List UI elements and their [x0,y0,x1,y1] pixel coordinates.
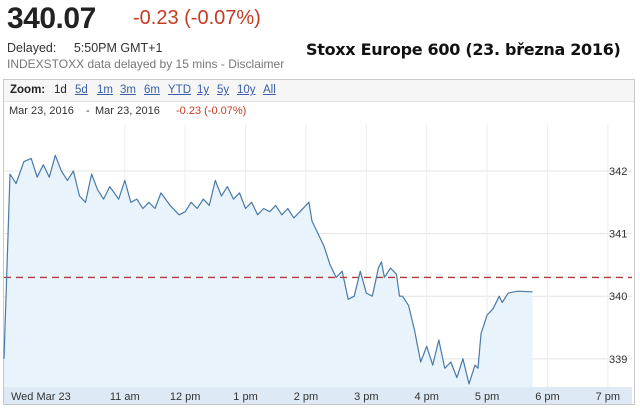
x-tick-label: 11 am [110,391,140,403]
x-tick-label: Wed Mar 23 [11,391,71,403]
y-axis-labels: 342 341 340 339 [609,166,627,366]
x-tick-label: 6 pm [535,391,559,403]
range-change: -0.23 (-0.07%) [176,105,247,117]
range-from-date[interactable]: Mar 23, 2016 [9,105,74,117]
source-note: INDEXSTOXX data delayed by 15 mins - Dis… [7,57,285,71]
chart-caption: Stoxx Europe 600 (23. března 2016) [306,40,621,59]
x-tick-label: 3 pm [354,391,378,403]
y-tick-label: 340 [609,291,627,303]
delayed-label: Delayed: [7,41,57,55]
delayed-time: 5:50PM GMT+1 [73,41,163,55]
range-to-date[interactable]: Mar 23, 2016 [95,105,160,117]
x-tick-label: 12 pm [170,391,201,403]
price-line [3,154,533,385]
x-tick-label: 2 pm [294,391,318,403]
zoom-option-5y[interactable]: 5y [217,84,230,96]
y-tick-label: 342 [609,166,627,178]
y-tick-label: 341 [609,229,627,241]
zoom-option-1m[interactable]: 1m [97,84,113,96]
zoom-option-3m[interactable]: 3m [120,84,136,96]
zoom-bar: Zoom: 1d 5d 1m 3m 6m YTD 1y 5y 10y All [4,80,634,102]
x-tick-label: 5 pm [475,391,499,403]
zoom-label: Zoom: [10,84,46,96]
zoom-option-6m[interactable]: 6m [144,84,160,96]
x-tick-label: 1 pm [233,391,257,403]
zoom-option-1y[interactable]: 1y [197,84,210,96]
x-axis-band [4,387,632,404]
delayed-info: Delayed: 5:50PM GMT+1 [7,41,162,55]
x-tick-label: 7 pm [596,391,620,403]
y-tick-label: 339 [609,354,627,366]
price-change: -0.23 (-0.07%) [133,7,261,29]
price-value: 340.07 [7,2,96,35]
x-tick-label: 4 pm [414,391,438,403]
range-separator: - [86,105,90,117]
zoom-option-1d[interactable]: 1d [54,84,67,96]
x-axis-labels: Wed Mar 23 11 am 12 pm 1 pm 2 pm 3 pm 4 pm 5 pm… [11,391,620,403]
date-range-bar: Mar 23, 2016 - Mar 23, 2016 -0.23 (-0.07… [4,101,634,121]
zoom-option-ytd[interactable]: YTD [168,84,191,96]
price-area-fill [4,155,533,387]
zoom-option-5d[interactable]: 5d [75,84,88,96]
zoom-option-10y[interactable]: 10y [237,84,256,96]
zoom-option-all[interactable]: All [263,84,276,96]
